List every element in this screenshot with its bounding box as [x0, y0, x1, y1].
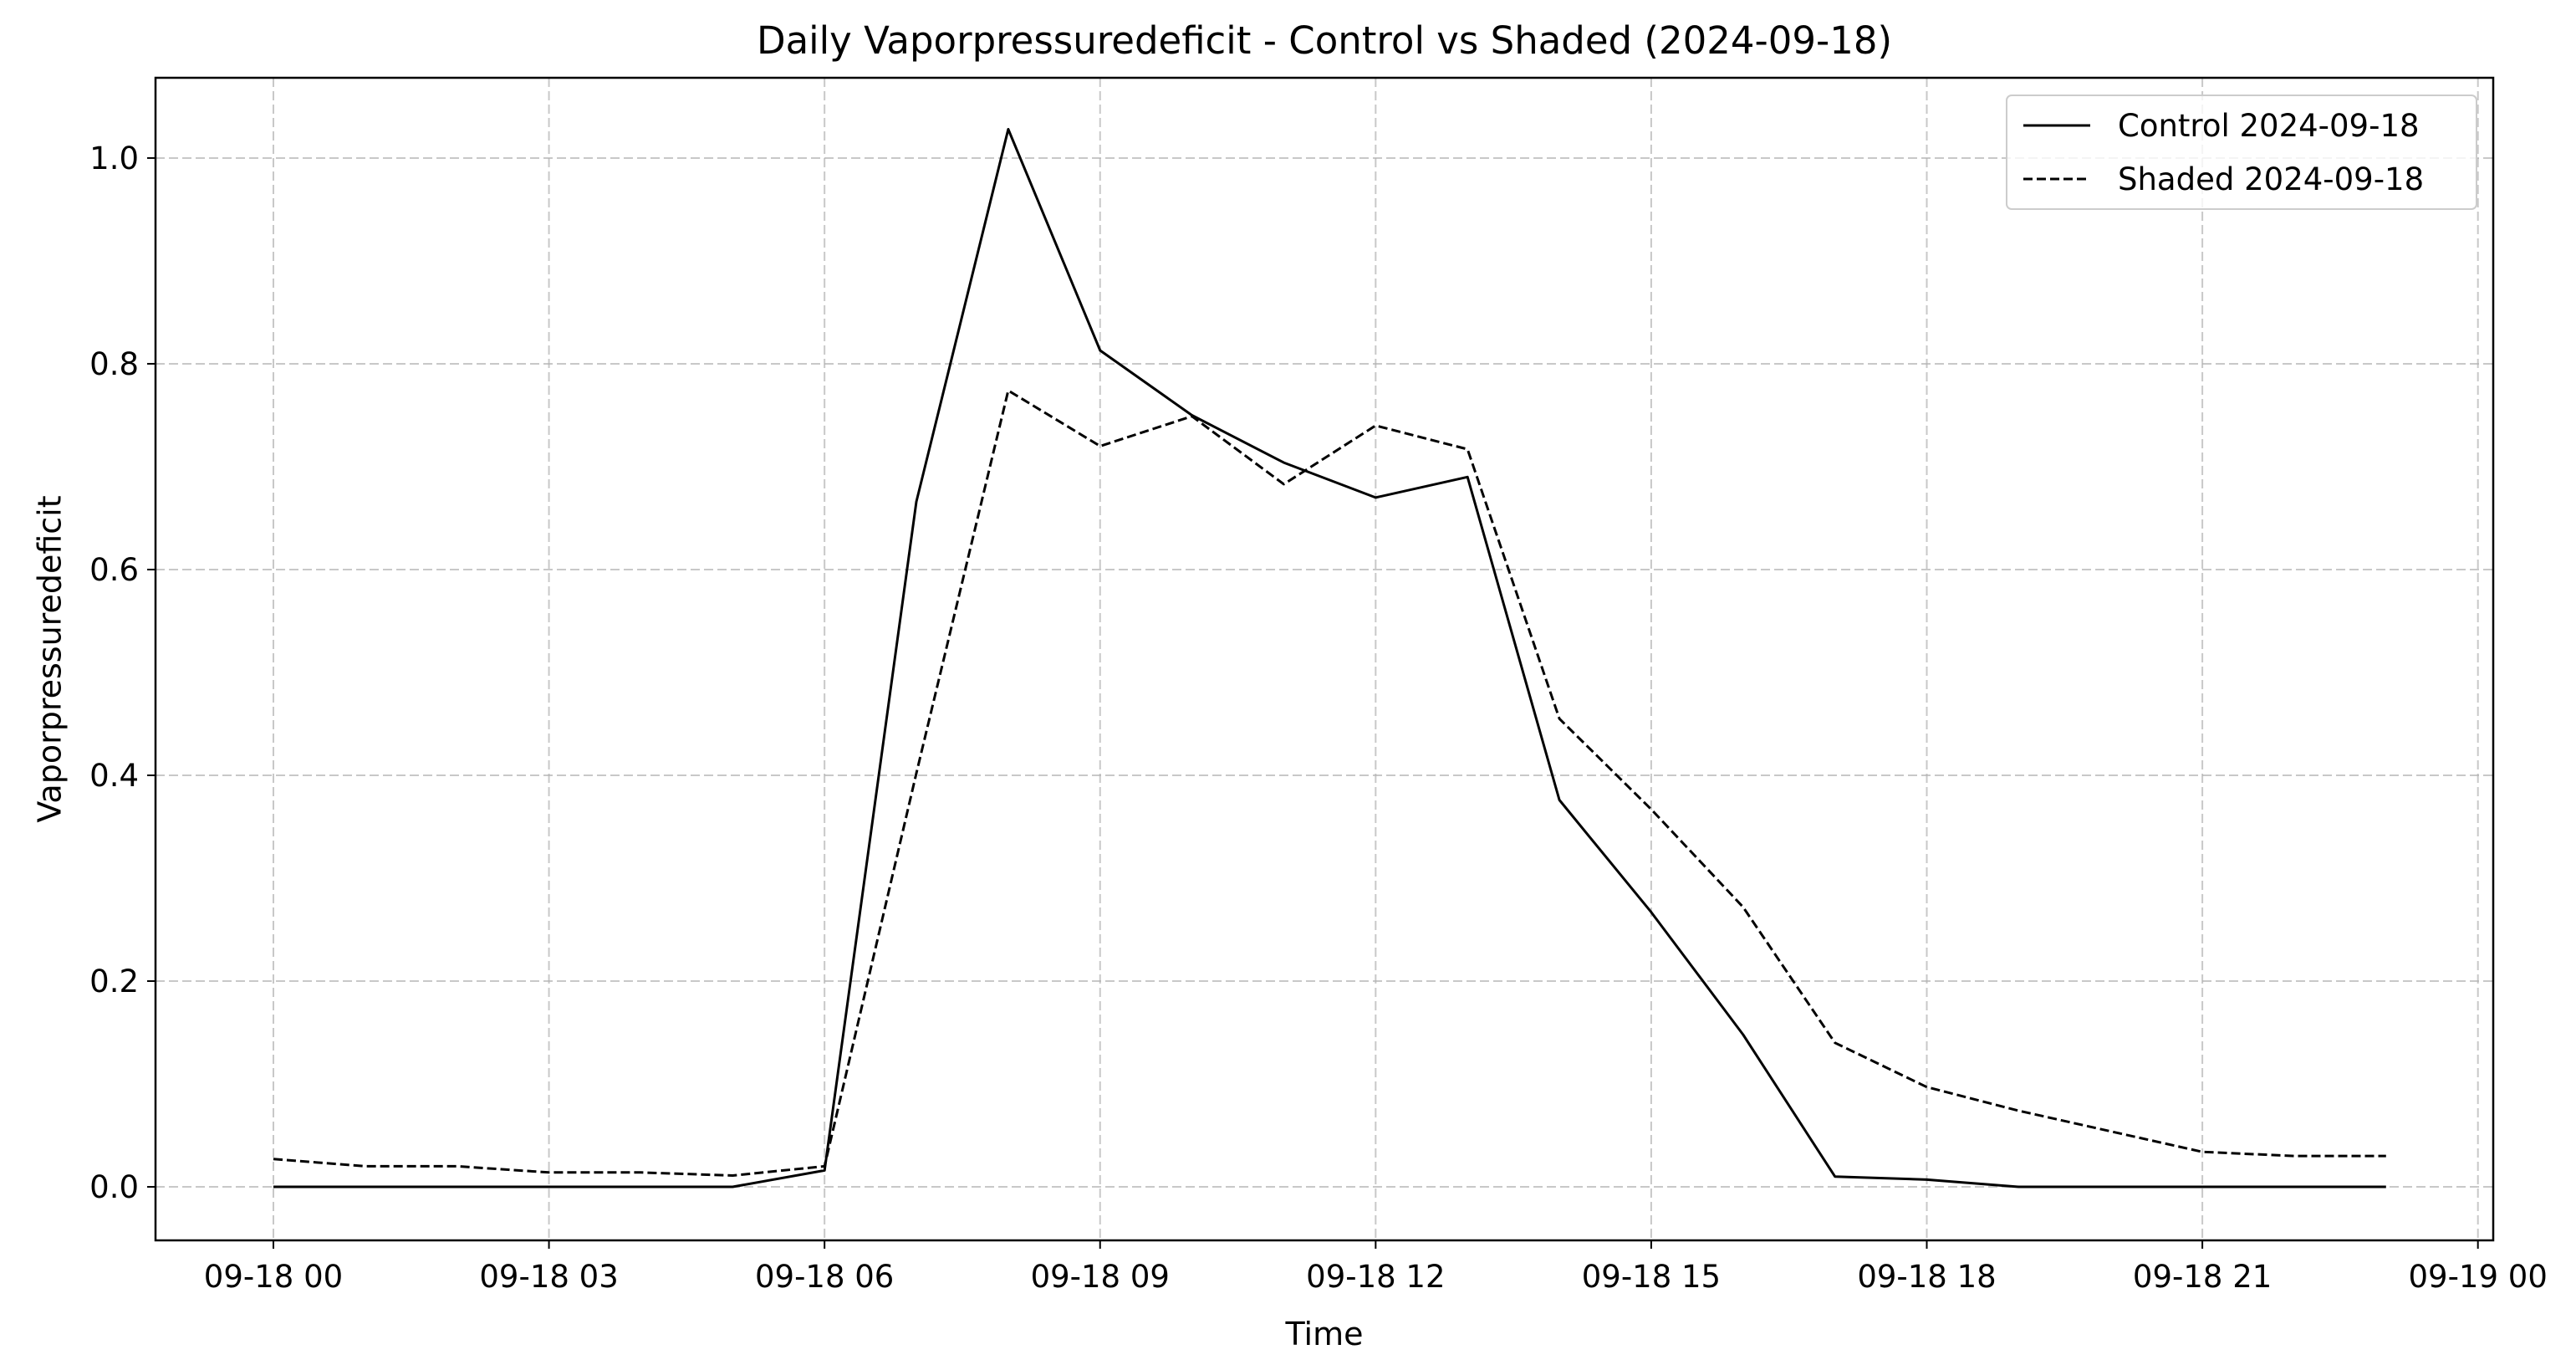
plot-frame: [154, 76, 2495, 1242]
x-tick-label: 09-18 03: [479, 1259, 618, 1295]
legend-box: [2006, 95, 2477, 210]
y-tick-label: 0.8: [89, 346, 139, 382]
y-tick-label: 0.4: [89, 758, 139, 794]
x-tick-label: 09-18 18: [1857, 1259, 1996, 1295]
series-line-control: [273, 128, 2386, 1189]
x-tick-label: 09-18 09: [1031, 1259, 1170, 1295]
y-axis-ticks: 0.0 0.2 0.4 0.6 0.8 1.0: [89, 141, 156, 1205]
x-axis-ticks: 09-18 00 09-18 03 09-18 06 09-18 09 09-18 12…: [204, 1240, 2548, 1295]
y-tick-label: 0.2: [89, 964, 139, 999]
x-tick-label: 09-19 00: [2409, 1259, 2548, 1295]
series-line-shaded: [273, 389, 2386, 1177]
y-tick-label: 1.0: [89, 141, 139, 176]
x-tick-label: 09-18 15: [1582, 1259, 1721, 1295]
legend: Control 2024-09-18 Shaded 2024-09-18: [2006, 95, 2477, 210]
y-axis-label: Vaporpressuredeficit: [32, 495, 69, 822]
y-tick-label: 0.0: [89, 1169, 139, 1205]
x-tick-label: 09-18 21: [2133, 1259, 2272, 1295]
legend-label-control: Control 2024-09-18: [2118, 108, 2420, 144]
series-lines: [273, 128, 2386, 1189]
chart-title: Daily Vaporpressuredeficit - Control vs …: [757, 18, 1892, 63]
legend-label-shaded: Shaded 2024-09-18: [2118, 161, 2424, 197]
x-axis-label: Time: [1285, 1316, 1364, 1352]
x-tick-label: 09-18 06: [755, 1259, 894, 1295]
y-tick-label: 0.6: [89, 552, 139, 588]
x-tick-label: 09-18 00: [204, 1259, 343, 1295]
x-tick-label: 09-18 12: [1306, 1259, 1445, 1295]
